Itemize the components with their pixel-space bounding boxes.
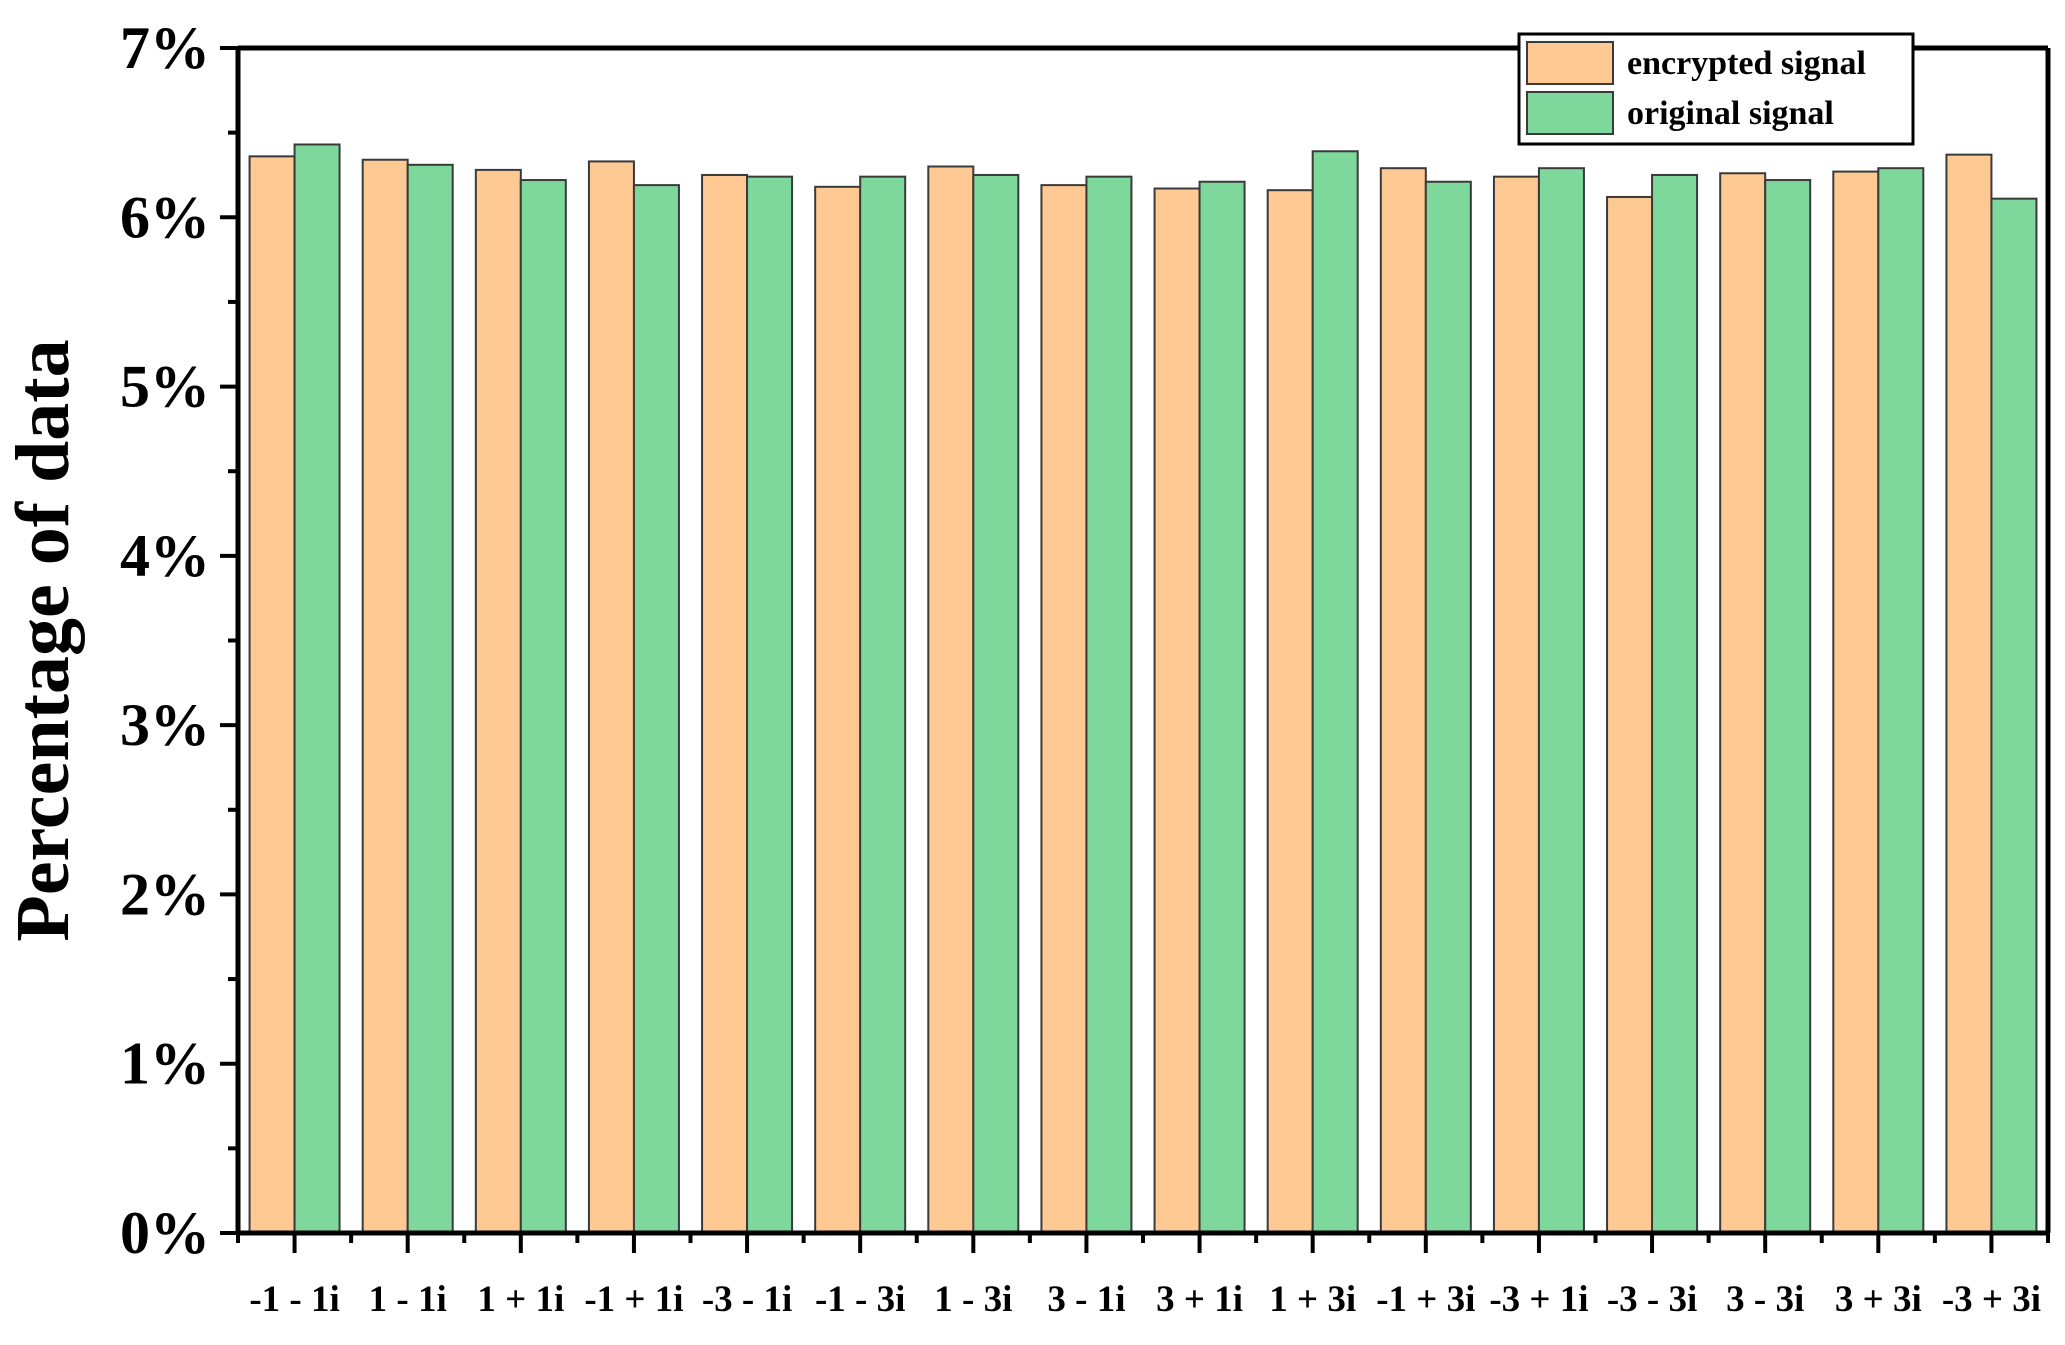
bar-original-9: [1311, 150, 1359, 1234]
bar-original-7: [1085, 175, 1133, 1235]
bar-original-1: [406, 163, 454, 1235]
bars-layer: [248, 143, 2038, 1235]
bar-encrypted-15: [1945, 153, 1993, 1234]
bar-original-14: [1877, 167, 1925, 1234]
y-tick-label: 5%: [120, 354, 210, 420]
bar-original-6: [972, 173, 1020, 1235]
bar-encrypted-1: [361, 158, 409, 1235]
x-tick-label: 3 - 3i: [1726, 1279, 1804, 1320]
legend-swatch-1: [1526, 91, 1614, 135]
x-tick-label: 1 - 1i: [369, 1279, 447, 1320]
x-tick-label: -3 + 1i: [1489, 1279, 1588, 1320]
bar-encrypted-2: [474, 168, 522, 1234]
bar-original-11: [1537, 167, 1585, 1234]
bar-original-8: [1198, 180, 1246, 1234]
y-tick-label: 7%: [120, 15, 210, 81]
x-tick-label: -1 + 3i: [1376, 1279, 1475, 1320]
bar-original-4: [746, 175, 794, 1235]
bar-encrypted-8: [1153, 187, 1201, 1234]
bar-original-10: [1424, 180, 1472, 1234]
bar-original-12: [1651, 173, 1699, 1235]
legend: encrypted signal original signal: [1517, 32, 1915, 146]
legend-label-1: original signal: [1627, 95, 1834, 132]
x-tick-label: 1 - 3i: [934, 1279, 1012, 1320]
bar-encrypted-11: [1492, 175, 1540, 1235]
x-tick-label: -1 + 1i: [584, 1279, 683, 1320]
y-tick-label: 6%: [120, 184, 210, 250]
bar-original-5: [859, 175, 907, 1235]
x-tick-label: -1 - 3i: [815, 1279, 905, 1320]
x-tick-label: -3 + 3i: [1942, 1279, 2041, 1320]
legend-label-0: encrypted signal: [1627, 45, 1866, 82]
x-tick-label: -3 - 3i: [1607, 1279, 1697, 1320]
x-tick-label: -3 - 1i: [702, 1279, 792, 1320]
bar-encrypted-4: [701, 173, 749, 1235]
y-tick-label: 4%: [120, 523, 210, 589]
x-tick-label: 3 + 3i: [1835, 1279, 1922, 1320]
x-tick-label: 1 + 1i: [477, 1279, 564, 1320]
bar-encrypted-9: [1266, 189, 1314, 1235]
x-tick-label: -1 - 1i: [249, 1279, 339, 1320]
x-tick-label: 3 + 1i: [1156, 1279, 1243, 1320]
bar-original-2: [519, 179, 567, 1235]
bar-encrypted-14: [1832, 170, 1880, 1234]
bar-encrypted-3: [587, 160, 635, 1235]
x-tick-label: 1 + 3i: [1269, 1279, 1356, 1320]
bar-original-15: [1990, 197, 2038, 1234]
labels-layer: 0% 1% 2% 3% 4% 5% 6% 7% -1 - 1i 1 - 1i 1 + 1i -1 + …: [1, 15, 2041, 1320]
bar-original-13: [1764, 179, 1812, 1235]
bar-encrypted-12: [1606, 195, 1654, 1234]
y-tick-label: 2%: [120, 861, 210, 927]
bar-encrypted-5: [814, 185, 862, 1234]
x-tick-label: 3 - 1i: [1047, 1279, 1125, 1320]
y-tick-label: 1%: [120, 1031, 210, 1097]
y-tick-label: 0%: [120, 1200, 210, 1266]
legend-swatch-0: [1526, 41, 1614, 85]
bar-encrypted-0: [248, 155, 296, 1234]
y-tick-label: 3%: [120, 692, 210, 758]
y-axis-title: Percentage of data: [1, 339, 85, 941]
bar-original-3: [632, 184, 680, 1234]
bar-encrypted-7: [1040, 184, 1088, 1234]
bar-encrypted-6: [927, 165, 975, 1234]
bar-encrypted-10: [1379, 167, 1427, 1234]
bar-original-0: [293, 143, 341, 1235]
bar-encrypted-13: [1719, 172, 1767, 1234]
